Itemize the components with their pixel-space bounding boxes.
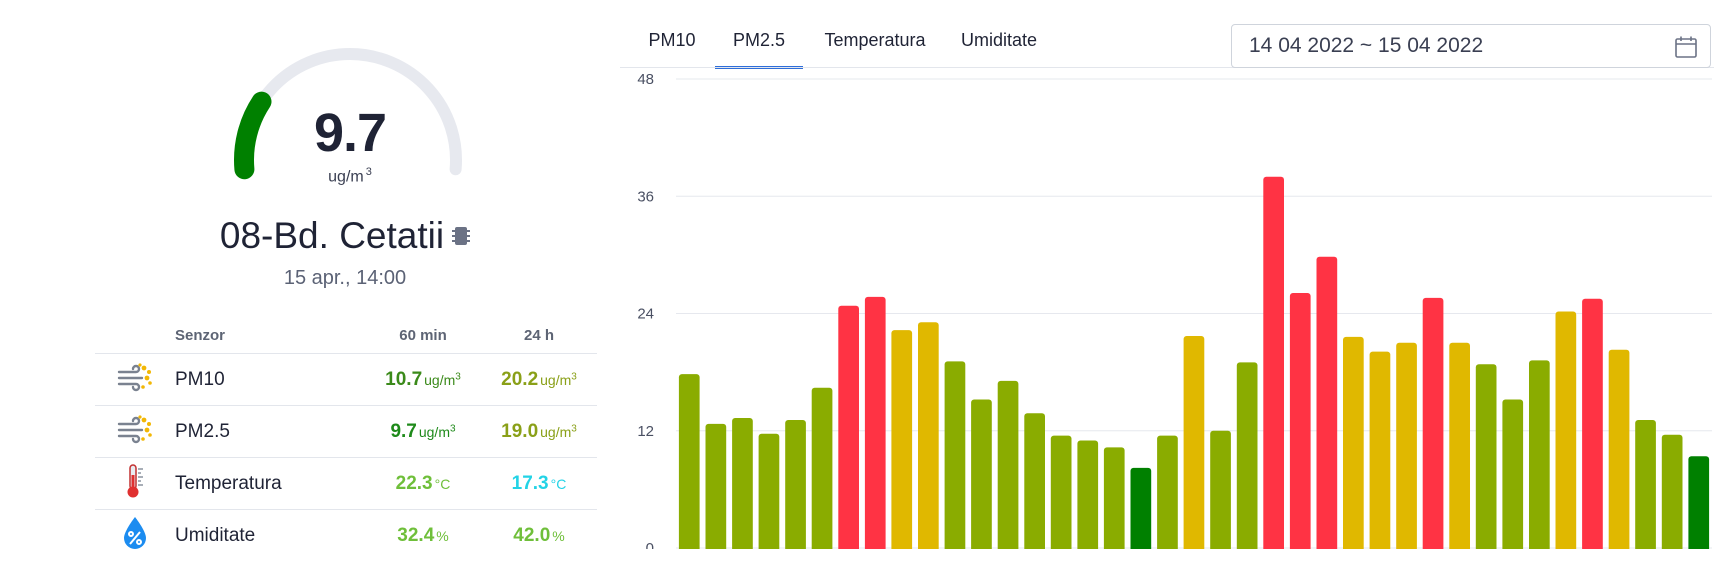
station-name: 08-Bd. Cetatii: [220, 215, 444, 256]
tab-temperatura[interactable]: Temperatura: [816, 24, 934, 66]
header-60min: 60 min: [365, 325, 481, 354]
value-24h: 42.0%: [481, 510, 597, 561]
bar: [1688, 456, 1709, 549]
bar: [945, 361, 966, 549]
bar: [1423, 298, 1444, 549]
value-60min: 22.3°C: [365, 458, 481, 510]
bar: [865, 297, 886, 549]
bar: [679, 374, 700, 549]
tab-pm25[interactable]: PM2.5: [715, 24, 803, 69]
bar: [1290, 293, 1311, 549]
bar: [1396, 343, 1417, 549]
y-tick-label: 12: [637, 423, 654, 440]
header-icon: [95, 325, 175, 354]
y-tick-label: 24: [637, 306, 654, 323]
station-timestamp: 15 apr., 14:00: [90, 267, 600, 290]
bar: [838, 306, 859, 549]
chip-icon: [452, 214, 470, 256]
pm25-bar-chart: 0 12 24 36 48: [610, 70, 1714, 549]
bar: [1662, 435, 1683, 549]
bar: [1476, 364, 1497, 549]
bar: [1317, 257, 1338, 549]
bar: [1635, 420, 1656, 549]
value-60min: 32.4%: [365, 510, 481, 561]
y-tick-label: 36: [637, 188, 654, 205]
bar: [1077, 441, 1098, 550]
bar: [1051, 436, 1072, 549]
bar: [1104, 447, 1125, 549]
date-range-picker[interactable]: [1231, 24, 1711, 68]
bar: [918, 322, 939, 549]
bar: [1582, 299, 1603, 549]
bar: [1210, 431, 1231, 549]
sensor-label: Umiditate: [175, 510, 365, 561]
bar: [998, 381, 1019, 549]
bar: [1449, 343, 1470, 549]
bar: [1024, 413, 1045, 549]
date-range-input[interactable]: [1232, 25, 1669, 67]
header-sensor: Senzor: [175, 325, 365, 354]
sensor-label: PM10: [175, 354, 365, 406]
bar: [1263, 177, 1284, 549]
bar: [1184, 336, 1205, 549]
wind-dust-icon: [95, 406, 175, 458]
value-24h: 17.3°C: [481, 458, 597, 510]
bar: [1131, 468, 1152, 549]
sensor-row-humidity: Umiditate 32.4% 42.0%: [95, 510, 597, 561]
bar: [1502, 400, 1523, 550]
bar: [1370, 352, 1391, 549]
sensor-row-temperature: Temperatura 22.3°C 17.3°C: [95, 458, 597, 510]
sensor-table-header: Senzor 60 min 24 h: [95, 325, 597, 354]
bar: [971, 400, 992, 550]
gauge-value: 9.7: [200, 102, 500, 164]
bar: [812, 388, 833, 549]
bar: [1529, 360, 1550, 549]
bar: [706, 424, 727, 549]
bar: [1609, 350, 1630, 549]
calendar-icon[interactable]: [1674, 35, 1698, 64]
header-24h: 24 h: [481, 325, 597, 354]
sensor-label: PM2.5: [175, 406, 365, 458]
bar: [1556, 312, 1577, 550]
bar: [891, 330, 912, 549]
bar: [785, 420, 806, 549]
bar: [1343, 337, 1364, 549]
humidity-drop-icon: [95, 510, 175, 561]
tab-pm10[interactable]: PM10: [632, 24, 712, 66]
y-tick-label: 0: [646, 540, 654, 549]
bar: [1157, 436, 1178, 549]
bar: [759, 434, 780, 549]
bar: [732, 418, 753, 549]
tab-umiditate[interactable]: Umiditate: [949, 24, 1049, 66]
wind-dust-icon: [95, 354, 175, 406]
y-tick-label: 48: [637, 71, 654, 88]
bar: [1237, 362, 1258, 549]
thermometer-icon: [95, 458, 175, 510]
sensor-label: Temperatura: [175, 458, 365, 510]
station-title: 08-Bd. Cetatii: [90, 215, 600, 257]
